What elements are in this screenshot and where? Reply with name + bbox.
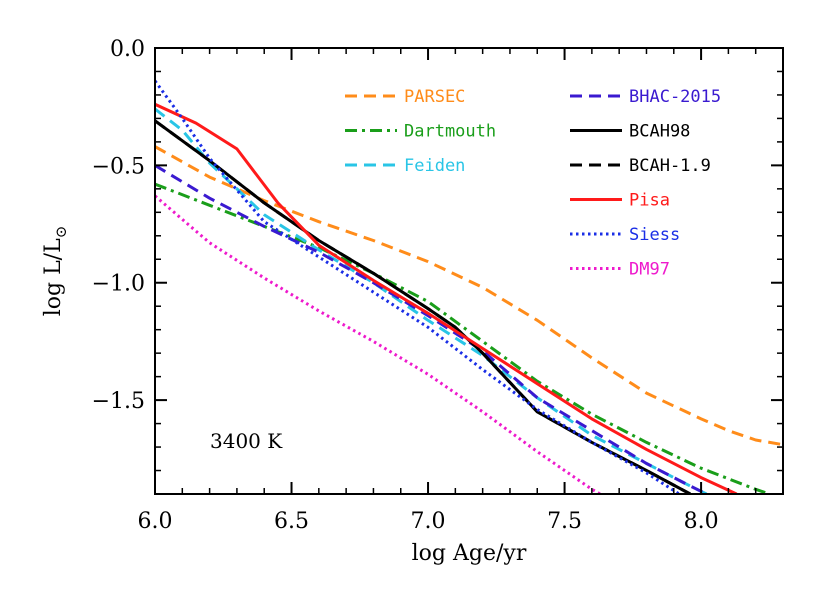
- y-tick-label: −1.5: [92, 389, 145, 414]
- y-axis-title-group: log L/L⊙: [41, 226, 70, 317]
- legend-label-bcah-1-9: BCAH-1.9: [629, 156, 711, 176]
- x-tick-label: 8.0: [684, 509, 719, 534]
- y-tick-label: 0.0: [110, 37, 145, 62]
- legend-label-bhac-2015: BHAC-2015: [629, 87, 721, 107]
- legend-label-dm97: DM97: [629, 260, 670, 280]
- y-axis-title-main: log L/L: [41, 238, 66, 316]
- x-tick-label: 7.0: [411, 509, 446, 534]
- ticks-layer: 6.0 6.5 7.0 7.5 8.0 0.0 −0.5 −1.0 −1.5: [92, 37, 784, 534]
- legend-label-pisa: Pisa: [629, 191, 670, 211]
- x-tick-label: 6.5: [274, 509, 309, 534]
- legend: PARSEC Dartmouth Feiden BHAC-2015 BCAH98 BCAH…: [345, 87, 721, 280]
- y-axis-title-subscript: ⊙: [52, 226, 70, 239]
- x-tick-label: 7.5: [547, 509, 582, 534]
- series-line-bhac-2015: [155, 164, 708, 494]
- series-layer: [155, 80, 783, 494]
- x-tick-label: 6.0: [138, 509, 173, 534]
- temperature-annotation: 3400 K: [210, 429, 283, 453]
- x-axis-title: log Age/yr: [412, 541, 527, 566]
- series-line-dm97: [155, 194, 601, 494]
- series-line-siess: [155, 80, 681, 494]
- legend-label-dartmouth: Dartmouth: [404, 122, 496, 142]
- series-line-parsec: [155, 145, 783, 447]
- legend-label-parsec: PARSEC: [404, 87, 465, 107]
- series-line-pisa: [155, 102, 738, 494]
- plot-frame: [154, 47, 784, 495]
- legend-label-feiden: Feiden: [404, 156, 465, 176]
- y-tick-label: −1.0: [92, 272, 145, 297]
- y-tick-label: −0.5: [92, 154, 145, 179]
- y-axis-title: log L/L⊙: [41, 226, 70, 317]
- legend-label-bcah98: BCAH98: [629, 122, 690, 142]
- legend-label-siess: Siess: [629, 225, 680, 245]
